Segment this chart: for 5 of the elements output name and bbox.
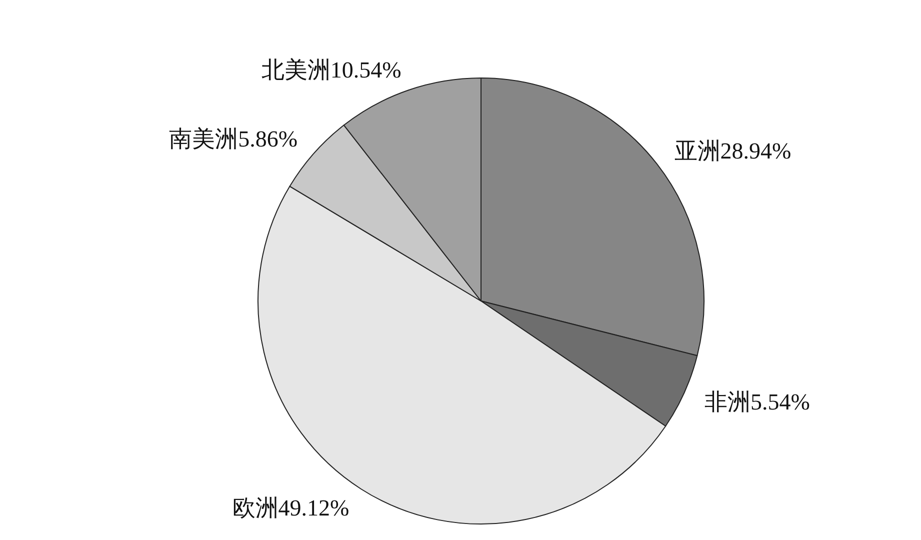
slice-label: 亚洲28.94% — [674, 138, 792, 164]
slice-label: 北美洲10.54% — [261, 57, 402, 82]
slice-label: 欧洲49.12% — [232, 496, 350, 521]
slice-label: 非洲5.54% — [704, 389, 810, 414]
slice-label: 南美洲5.86% — [169, 126, 298, 152]
